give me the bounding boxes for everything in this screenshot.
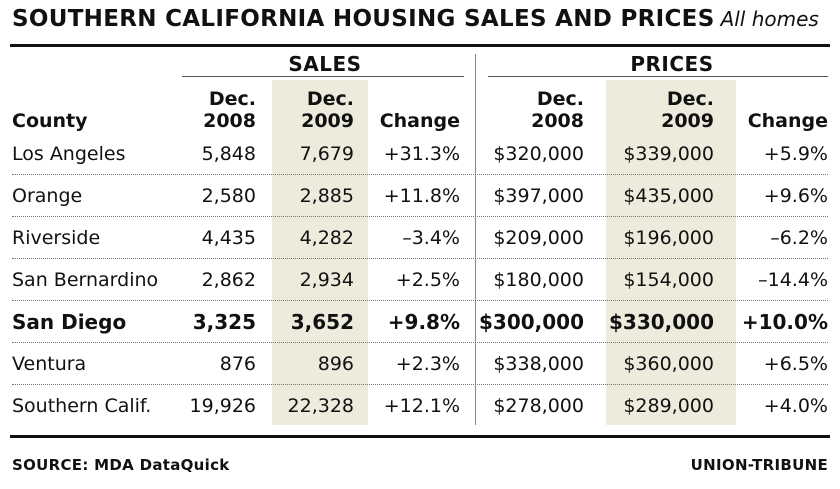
prices-change-cell: –14.4% xyxy=(758,269,828,291)
title-rule xyxy=(10,44,830,47)
sales-2009-cell: 2,885 xyxy=(299,185,354,207)
sales-2008-cell: 19,926 xyxy=(189,395,256,417)
sales-2008-cell: 5,848 xyxy=(201,143,256,165)
prices-change-cell: +6.5% xyxy=(763,353,828,375)
sales-2009-cell: 2,934 xyxy=(299,269,354,291)
publisher-credit: UNION-TRIBUNE xyxy=(690,456,828,474)
row-separator xyxy=(12,216,828,217)
prices-2008-cell: $320,000 xyxy=(493,143,584,165)
col-header-sales-2008: Dec. 2008 xyxy=(178,88,256,132)
prices-2009-cell: $289,000 xyxy=(623,395,714,417)
sales-2009-shade xyxy=(272,80,368,425)
sales-2008-cell: 876 xyxy=(219,353,256,375)
county-cell: Riverside xyxy=(12,227,101,249)
sales-2009-cell: 896 xyxy=(317,353,354,375)
row-separator xyxy=(12,384,828,385)
col-header-sales-2009-line1: Dec. xyxy=(306,88,354,110)
row-separator xyxy=(12,258,828,259)
prices-change-cell: +10.0% xyxy=(741,310,828,334)
col-header-sales-change: Change xyxy=(370,110,460,132)
col-header-sales-change-text: Change xyxy=(379,110,460,132)
bottom-rule xyxy=(10,435,830,438)
col-header-prices-change: Change xyxy=(738,110,828,132)
prices-2008-cell: $300,000 xyxy=(478,310,584,334)
table-row-san-diego: San Diego 3,325 3,652 +9.8% $300,000 $33… xyxy=(12,302,828,342)
sales-2008-cell: 4,435 xyxy=(201,227,256,249)
row-separator xyxy=(12,342,828,343)
prices-change-cell: +9.6% xyxy=(763,185,828,207)
col-header-prices-2008-line2: 2008 xyxy=(531,110,584,132)
sales-change-cell: –3.4% xyxy=(402,227,460,249)
chart-title-row: SOUTHERN CALIFORNIA HOUSING SALES AND PR… xyxy=(12,6,819,32)
table-row-san-bernardino: San Bernardino 2,862 2,934 +2.5% $180,00… xyxy=(12,260,828,300)
table-row-southern-calif: Southern Calif. 19,926 22,328 +12.1% $27… xyxy=(12,386,828,426)
prices-2008-cell: $180,000 xyxy=(493,269,584,291)
col-header-sales-2009-line2: 2009 xyxy=(301,110,354,132)
sales-change-cell: +2.5% xyxy=(395,269,460,291)
prices-2008-cell: $338,000 xyxy=(493,353,584,375)
prices-2009-cell: $330,000 xyxy=(608,310,714,334)
chart-subtitle: All homes xyxy=(720,7,819,31)
table-row-ventura: Ventura 876 896 +2.3% $338,000 $360,000 … xyxy=(12,344,828,384)
prices-change-cell: –6.2% xyxy=(770,227,828,249)
col-header-sales-2009: Dec. 2009 xyxy=(276,88,354,132)
sales-group-rule xyxy=(182,76,464,77)
sales-change-cell: +31.3% xyxy=(383,143,460,165)
prices-2009-cell: $339,000 xyxy=(623,143,714,165)
county-cell: San Bernardino xyxy=(12,269,159,291)
prices-2009-cell: $435,000 xyxy=(623,185,714,207)
col-header-prices-2008: Dec. 2008 xyxy=(488,88,584,132)
prices-2008-cell: $209,000 xyxy=(493,227,584,249)
col-header-sales-2008-line1: Dec. xyxy=(208,88,256,110)
prices-group-header: PRICES xyxy=(630,52,714,76)
prices-change-cell: +4.0% xyxy=(763,395,828,417)
prices-2008-cell: $278,000 xyxy=(493,395,584,417)
sales-2009-cell: 22,328 xyxy=(287,395,354,417)
sales-change-cell: +11.8% xyxy=(383,185,460,207)
prices-2009-shade xyxy=(606,80,736,425)
sales-2009-cell: 7,679 xyxy=(299,143,354,165)
col-header-sales-2008-line2: 2008 xyxy=(203,110,256,132)
sales-2008-cell: 2,580 xyxy=(201,185,256,207)
prices-2009-cell: $196,000 xyxy=(623,227,714,249)
county-cell: Ventura xyxy=(12,353,87,375)
sales-2008-cell: 3,325 xyxy=(192,310,256,334)
chart-title: SOUTHERN CALIFORNIA HOUSING SALES AND PR… xyxy=(12,6,715,32)
sales-prices-divider xyxy=(475,54,476,425)
sales-change-cell: +9.8% xyxy=(387,310,460,334)
col-header-prices-change-text: Change xyxy=(747,110,828,132)
prices-change-cell: +5.9% xyxy=(763,143,828,165)
col-header-prices-2009-line2: 2009 xyxy=(661,110,714,132)
sales-change-cell: +2.3% xyxy=(395,353,460,375)
prices-2009-cell: $154,000 xyxy=(623,269,714,291)
prices-group-rule xyxy=(488,76,828,77)
county-cell: Los Angeles xyxy=(12,143,126,165)
row-separator xyxy=(12,174,828,175)
source-credit: SOURCE: MDA DataQuick xyxy=(12,456,230,474)
prices-2009-cell: $360,000 xyxy=(623,353,714,375)
sales-2009-cell: 3,652 xyxy=(290,310,354,334)
county-cell: Orange xyxy=(12,185,83,207)
col-header-prices-2008-line1: Dec. xyxy=(536,88,584,110)
sales-2008-cell: 2,862 xyxy=(201,269,256,291)
table-row-riverside: Riverside 4,435 4,282 –3.4% $209,000 $19… xyxy=(12,218,828,258)
col-header-county: County xyxy=(12,110,88,132)
sales-group-header: SALES xyxy=(288,52,362,76)
county-cell: San Diego xyxy=(12,310,127,334)
col-header-prices-2009: Dec. 2009 xyxy=(610,88,714,132)
col-header-county-text: County xyxy=(12,110,88,132)
prices-2008-cell: $397,000 xyxy=(493,185,584,207)
table-row-orange: Orange 2,580 2,885 +11.8% $397,000 $435,… xyxy=(12,176,828,216)
sales-change-cell: +12.1% xyxy=(383,395,460,417)
table-row-los-angeles: Los Angeles 5,848 7,679 +31.3% $320,000 … xyxy=(12,134,828,174)
col-header-prices-2009-line1: Dec. xyxy=(666,88,714,110)
county-cell: Southern Calif. xyxy=(12,395,152,417)
sales-2009-cell: 4,282 xyxy=(299,227,354,249)
row-separator xyxy=(12,300,828,301)
